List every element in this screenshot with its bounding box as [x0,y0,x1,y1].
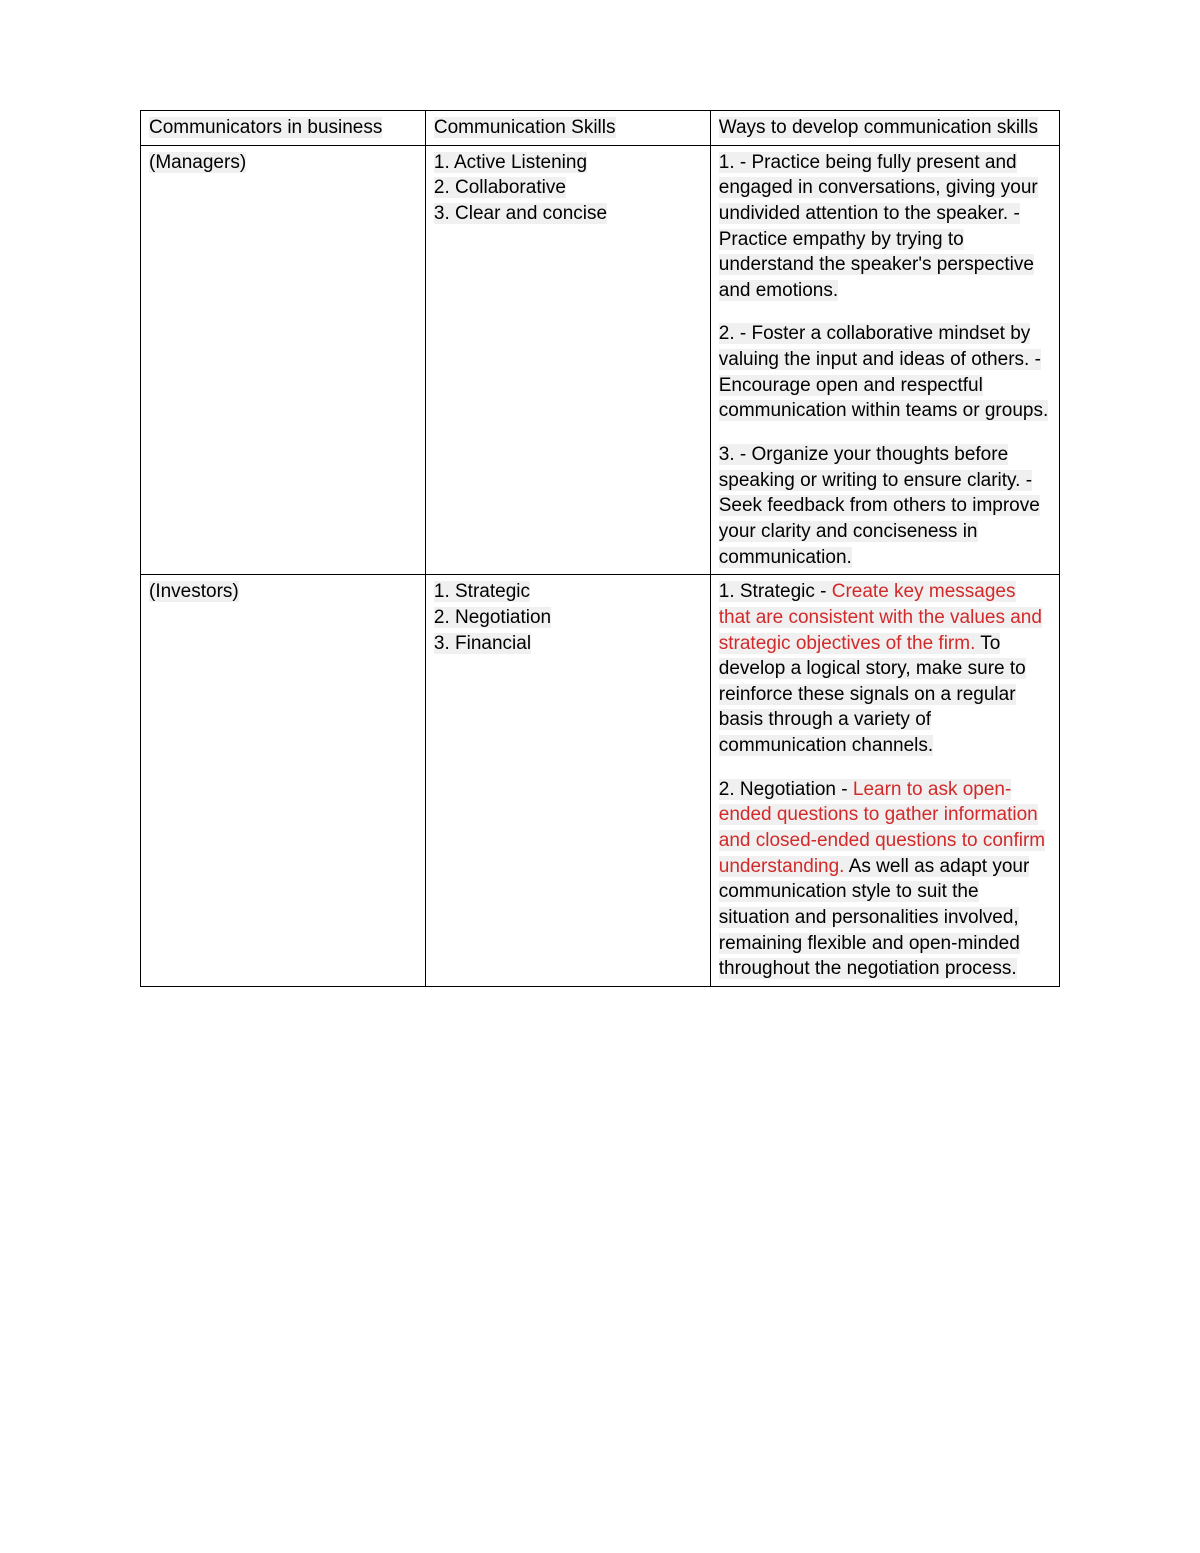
skill-item: 2. Collaborative [434,177,566,198]
header-col2: Communication Skills [425,111,710,146]
header-col3: Ways to develop communication skills [710,111,1059,146]
ways-cell-investors: 1. Strategic - Create key messages that … [710,575,1059,987]
table-row: (Managers) 1. Active Listening 2. Collab… [141,145,1060,575]
skill-item: 3. Financial [434,633,531,654]
role-investors: (Investors) [149,581,239,602]
ways-para: 1. - Practice being fully present and en… [719,152,1038,301]
header-col3-text: Ways to develop communication skills [719,117,1038,138]
ways-para: 3. - Organize your thoughts before speak… [719,444,1040,568]
header-col2-text: Communication Skills [434,117,616,138]
skill-item: 1. Active Listening [434,152,587,173]
role-managers: (Managers) [149,152,246,173]
ways-cell-managers: 1. - Practice being fully present and en… [710,145,1059,575]
ways-para: 2. - Foster a collaborative mindset by v… [719,323,1048,421]
table-header-row: Communicators in business Communication … [141,111,1060,146]
communication-table: Communicators in business Communication … [140,110,1060,987]
document-page: Communicators in business Communication … [0,0,1200,1553]
ways-lead: 2. Negotiation - [719,779,853,800]
skills-cell-managers: 1. Active Listening 2. Collaborative 3. … [425,145,710,575]
skill-item: 1. Strategic [434,581,530,602]
header-col1: Communicators in business [141,111,426,146]
skills-cell-investors: 1. Strategic 2. Negotiation 3. Financial [425,575,710,987]
table-row: (Investors) 1. Strategic 2. Negotiation … [141,575,1060,987]
role-cell-investors: (Investors) [141,575,426,987]
skill-item: 3. Clear and concise [434,203,607,224]
skill-item: 2. Negotiation [434,607,551,628]
role-cell-managers: (Managers) [141,145,426,575]
ways-lead: 1. Strategic - [719,581,832,602]
header-col1-text: Communicators in business [149,117,382,138]
